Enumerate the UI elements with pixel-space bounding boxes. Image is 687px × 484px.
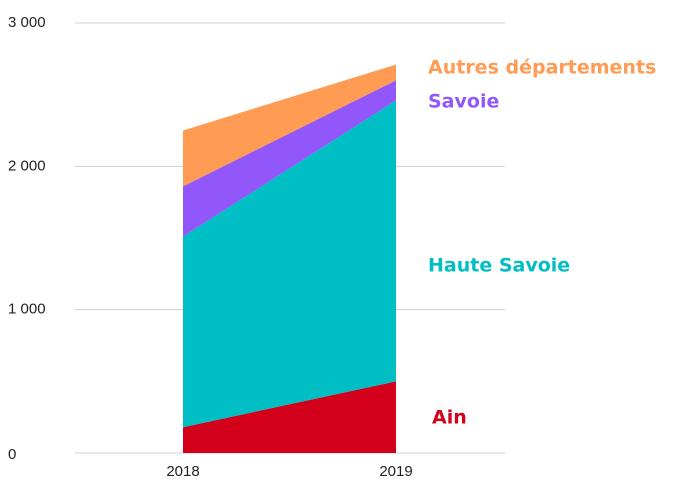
- x-tick-label: 2019: [379, 463, 412, 480]
- y-tick-label: 1 000: [8, 301, 46, 318]
- area: [183, 381, 396, 453]
- series-label: Savoie: [428, 91, 499, 113]
- area: [183, 64, 396, 187]
- series-label: Ain: [432, 407, 467, 429]
- series-label: Autres départements: [428, 57, 656, 79]
- x-tick-label: 2018: [166, 463, 199, 480]
- y-tick-label: 2 000: [8, 157, 46, 174]
- y-tick-label: 3 000: [8, 14, 46, 31]
- y-tick-label: 0: [8, 446, 16, 463]
- series-label: Haute Savoie: [428, 255, 570, 277]
- area: [183, 80, 396, 237]
- area: [183, 100, 396, 428]
